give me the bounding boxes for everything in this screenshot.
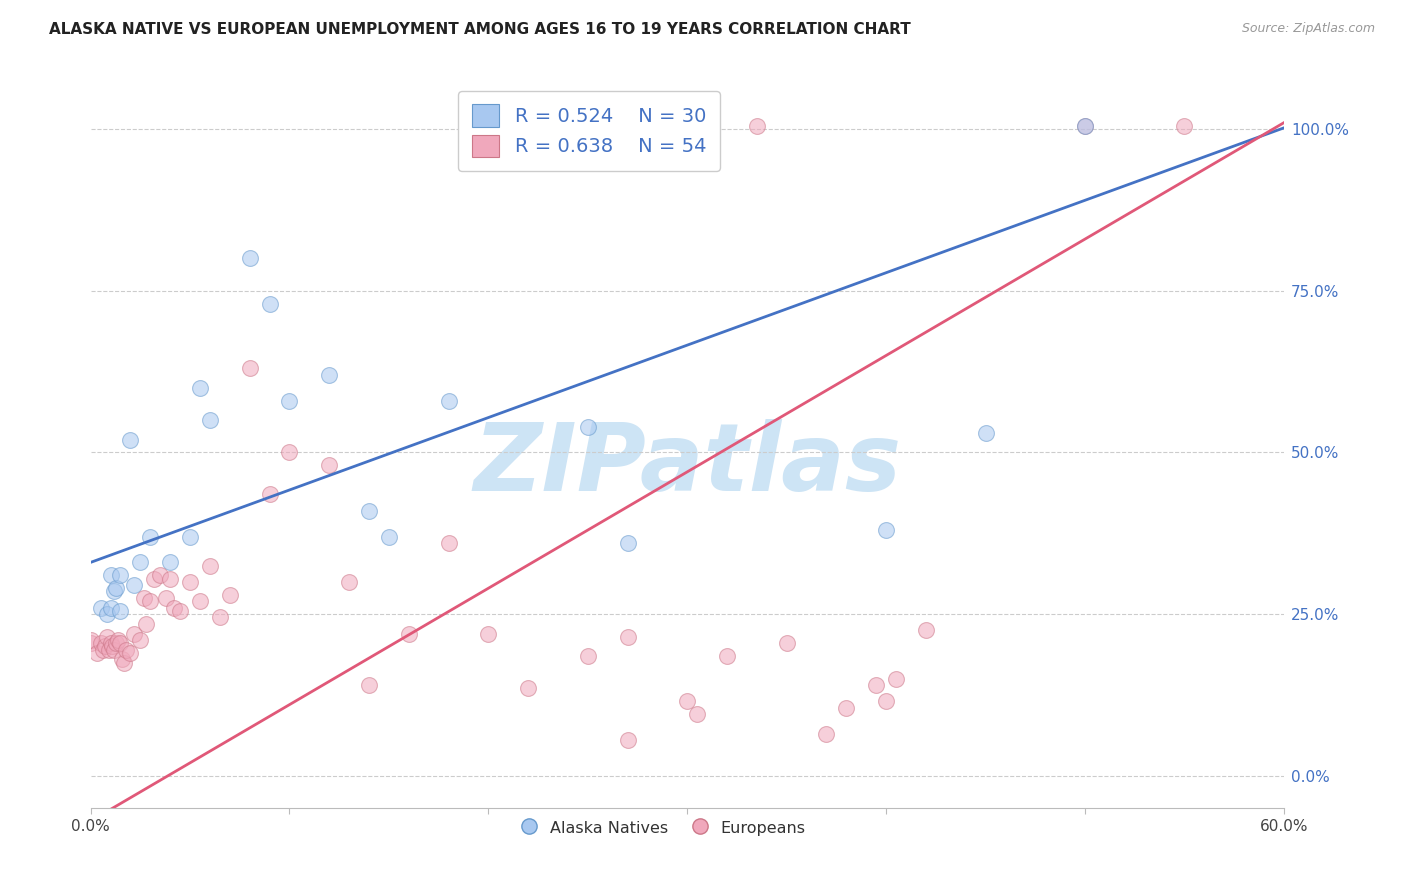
Point <box>875 523 897 537</box>
Point <box>139 529 162 543</box>
Point <box>143 572 166 586</box>
Point <box>111 652 134 666</box>
Point <box>188 594 211 608</box>
Point <box>357 678 380 692</box>
Point <box>259 487 281 501</box>
Point <box>378 529 401 543</box>
Point <box>115 642 138 657</box>
Legend: Alaska Natives, Europeans: Alaska Natives, Europeans <box>515 812 813 844</box>
Point <box>105 581 128 595</box>
Point <box>686 707 709 722</box>
Point <box>159 572 181 586</box>
Point <box>457 119 479 133</box>
Point <box>616 630 638 644</box>
Point <box>337 574 360 589</box>
Point <box>716 649 738 664</box>
Point <box>865 678 887 692</box>
Point <box>477 626 499 640</box>
Point <box>398 626 420 640</box>
Point <box>815 727 838 741</box>
Point <box>884 672 907 686</box>
Point <box>105 636 128 650</box>
Point <box>103 584 125 599</box>
Point <box>169 604 191 618</box>
Point <box>90 600 112 615</box>
Point <box>86 646 108 660</box>
Point <box>1074 119 1097 133</box>
Point <box>835 701 858 715</box>
Point <box>120 646 142 660</box>
Point <box>547 119 569 133</box>
Point <box>437 536 460 550</box>
Point <box>318 458 340 473</box>
Point <box>437 393 460 408</box>
Text: ALASKA NATIVE VS EUROPEAN UNEMPLOYMENT AMONG AGES 16 TO 19 YEARS CORRELATION CHA: ALASKA NATIVE VS EUROPEAN UNEMPLOYMENT A… <box>49 22 911 37</box>
Point <box>278 445 301 459</box>
Point <box>278 393 301 408</box>
Point <box>120 433 142 447</box>
Point <box>239 252 262 266</box>
Point <box>124 626 146 640</box>
Point <box>110 604 132 618</box>
Point <box>93 640 115 654</box>
Point <box>676 694 699 708</box>
Point <box>745 119 768 133</box>
Point <box>79 636 101 650</box>
Point <box>875 694 897 708</box>
Point <box>198 558 221 573</box>
Text: ZIPatlas: ZIPatlas <box>474 418 901 511</box>
Point <box>110 636 132 650</box>
Point <box>97 642 120 657</box>
Point <box>155 591 177 605</box>
Point <box>100 600 122 615</box>
Point <box>179 574 201 589</box>
Point <box>208 610 231 624</box>
Point <box>129 555 152 569</box>
Point <box>239 361 262 376</box>
Point <box>107 632 129 647</box>
Point <box>576 419 599 434</box>
Point <box>149 568 172 582</box>
Point <box>1074 119 1097 133</box>
Point <box>318 368 340 382</box>
Point <box>616 536 638 550</box>
Point <box>163 600 186 615</box>
Point <box>616 733 638 747</box>
Point <box>1173 119 1195 133</box>
Point <box>135 616 157 631</box>
Point <box>124 578 146 592</box>
Point <box>90 636 112 650</box>
Point <box>696 119 718 133</box>
Point <box>776 636 799 650</box>
Point <box>357 503 380 517</box>
Point <box>517 681 540 696</box>
Point <box>159 555 181 569</box>
Point <box>218 588 240 602</box>
Point <box>112 656 135 670</box>
Point <box>129 632 152 647</box>
Point <box>576 649 599 664</box>
Point <box>915 624 938 638</box>
Point <box>139 594 162 608</box>
Point <box>974 426 997 441</box>
Point <box>101 640 124 654</box>
Point <box>96 630 118 644</box>
Point <box>134 591 156 605</box>
Point <box>79 632 101 647</box>
Point <box>110 568 132 582</box>
Point <box>100 568 122 582</box>
Point <box>96 607 118 621</box>
Text: Source: ZipAtlas.com: Source: ZipAtlas.com <box>1241 22 1375 36</box>
Point <box>198 413 221 427</box>
Point <box>100 636 122 650</box>
Point <box>91 642 114 657</box>
Point <box>259 297 281 311</box>
Point <box>508 119 530 133</box>
Point <box>179 529 201 543</box>
Point <box>188 381 211 395</box>
Point <box>103 642 125 657</box>
